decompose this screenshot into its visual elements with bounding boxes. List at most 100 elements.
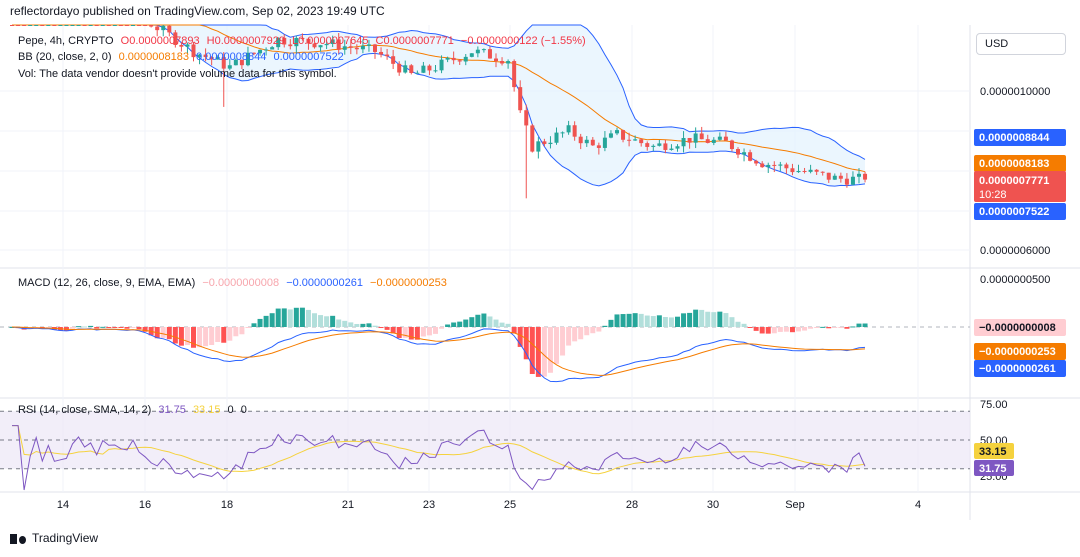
candle-body xyxy=(645,143,650,147)
candle-body xyxy=(615,130,619,134)
candle xyxy=(215,55,220,60)
rsi-line xyxy=(12,425,866,491)
candle-body xyxy=(312,43,317,48)
macd-histogram-bar xyxy=(675,316,680,327)
candle-body xyxy=(850,176,855,185)
candle-body xyxy=(772,164,777,166)
candle xyxy=(717,132,722,141)
macd-histogram-bar xyxy=(529,327,535,374)
candle-body xyxy=(844,178,849,185)
bb-label: BB (20, close, 2, 0) xyxy=(18,51,112,63)
time-tick-label: 4 xyxy=(915,499,921,511)
candle-body xyxy=(167,25,172,33)
candle-body xyxy=(82,25,87,26)
bb-upper-value: 0.0000008844 xyxy=(196,51,267,63)
candle-body xyxy=(88,25,93,26)
candle-body xyxy=(276,37,281,48)
candle-body xyxy=(143,25,148,26)
macd-histogram-bar xyxy=(717,311,723,327)
candle xyxy=(693,127,698,149)
candle xyxy=(518,80,523,113)
candle xyxy=(391,49,396,70)
candle xyxy=(681,131,686,153)
candle xyxy=(52,25,57,26)
last-price-tag: 0.0000007771 10:28 xyxy=(974,171,1066,202)
macd-histogram-bar xyxy=(439,327,445,329)
candle-body xyxy=(76,25,81,26)
candle-body xyxy=(717,136,722,140)
macd-histogram-bar xyxy=(233,327,239,337)
candle-body xyxy=(863,173,868,180)
macd-histogram-bar xyxy=(723,313,729,327)
candle xyxy=(699,126,704,140)
candle-body xyxy=(391,56,396,64)
candle xyxy=(675,144,680,152)
macd-histogram-bar xyxy=(378,327,384,329)
candle xyxy=(306,38,311,50)
candle-body xyxy=(324,44,329,46)
candle-body xyxy=(439,59,444,71)
macd-histogram-bar xyxy=(487,316,493,327)
macd-histogram-bar xyxy=(384,327,390,330)
candle-body xyxy=(481,49,486,51)
macd-histogram-bar xyxy=(463,319,469,327)
macd-histogram-bar xyxy=(662,316,668,327)
candle-body xyxy=(360,45,365,50)
bb-upper-tag-bg xyxy=(974,129,1066,146)
candle xyxy=(76,25,81,26)
candle-body xyxy=(500,60,505,64)
rsi-value-tag-text: 31.75 xyxy=(979,463,1007,475)
candle xyxy=(627,132,632,147)
footer-brand-text: TradingView xyxy=(32,531,99,545)
macd-histogram-bar xyxy=(578,327,584,340)
macd-histogram-bar xyxy=(596,327,602,332)
candle-body xyxy=(288,44,293,47)
macd-histogram-bar xyxy=(517,327,523,347)
candle xyxy=(560,131,565,138)
macd-histogram-bar xyxy=(281,308,287,327)
candle-body xyxy=(475,49,480,54)
candle xyxy=(439,55,444,74)
macd-histogram-bar xyxy=(850,326,856,328)
candle-body xyxy=(766,164,771,168)
bb-upper-tag: 0.0000008844 xyxy=(974,129,1066,146)
currency-button[interactable]: USD xyxy=(976,33,1066,55)
price-tick-label: 0.0000006000 xyxy=(980,245,1050,257)
macd-histogram-bar xyxy=(783,327,789,332)
candle xyxy=(736,147,740,159)
candle-body xyxy=(64,25,69,26)
candle-body xyxy=(124,25,129,26)
macd-histogram-bar xyxy=(426,327,432,336)
candle-body xyxy=(52,25,57,26)
candle xyxy=(10,25,14,26)
candle-body xyxy=(596,145,601,148)
macd-line xyxy=(11,326,866,383)
rsi-legend: RSI (14, close, SMA, 14, 2) 31.75 33.15 … xyxy=(18,404,251,416)
macd-histogram-bar xyxy=(420,327,426,337)
bb-fill xyxy=(12,25,865,187)
rsi-extra-1: 0 xyxy=(227,404,234,416)
macd-histogram-bar xyxy=(626,313,632,327)
candle-body xyxy=(233,59,238,66)
rsi-value: 31.75 xyxy=(158,404,186,416)
macd-histogram-bar xyxy=(820,326,826,328)
candle xyxy=(318,44,323,52)
macd-histogram-bar xyxy=(789,327,795,333)
candle-body xyxy=(554,132,559,143)
candle-body xyxy=(131,25,135,26)
time-tick-label: 23 xyxy=(423,499,435,511)
macd-histogram-bar xyxy=(118,327,124,328)
candle xyxy=(826,172,831,183)
candle xyxy=(167,25,172,37)
macd-histogram-bar xyxy=(124,327,130,329)
macd-histogram-bar xyxy=(94,327,100,329)
candle-body xyxy=(705,139,710,143)
candle xyxy=(324,41,329,50)
candle xyxy=(191,41,196,62)
candle xyxy=(784,162,789,174)
candle xyxy=(814,169,819,175)
candle xyxy=(657,139,662,147)
candle xyxy=(185,42,190,54)
candle xyxy=(651,144,656,152)
